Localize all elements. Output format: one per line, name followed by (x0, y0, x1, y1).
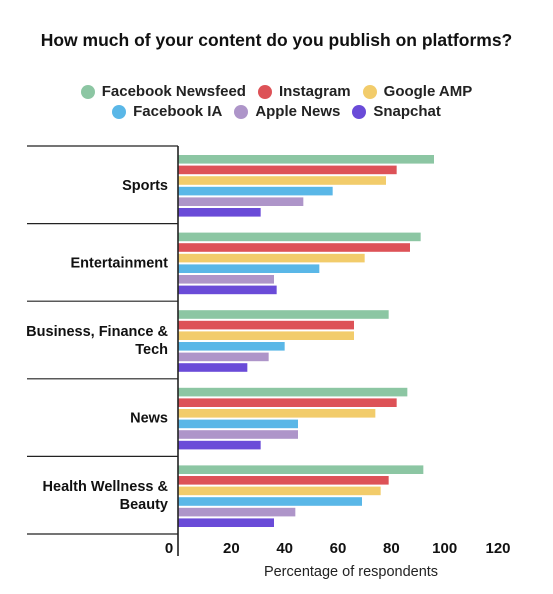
x-tick-label: 100 (432, 540, 457, 557)
legend-swatch (257, 84, 272, 99)
legend-label: Snapchat (373, 103, 441, 120)
legend-row-1: Facebook Newsfeed Instagram Google AMP (0, 83, 553, 100)
bar-facebook-newsfeed-health-wellness-beauty (178, 465, 424, 474)
category-label: Sports (122, 178, 168, 194)
bar-instagram-health-wellness-beauty (178, 476, 389, 485)
bar-facebook-ia-health-wellness-beauty (178, 497, 362, 506)
x-tick-label: 80 (383, 540, 400, 557)
bar-snapchat-business-finance-tech (178, 363, 248, 372)
legend-label: Facebook IA (133, 103, 223, 120)
bar-snapchat-entertainment (178, 285, 277, 295)
x-axis-title: Percentage of respondents (264, 564, 438, 580)
bar-facebook-ia-entertainment (178, 264, 320, 273)
bar-google-amp-sports (178, 176, 386, 185)
legend-row-2: Facebook IA Apple News Snapchat (0, 103, 553, 120)
bar-instagram-sports (178, 165, 397, 175)
bar-facebook-newsfeed-business-finance-tech (178, 310, 389, 319)
category-label: Business, Finance & Tech (26, 324, 168, 358)
legend-swatch (112, 104, 127, 119)
bar-facebook-ia-sports (178, 186, 333, 196)
bar-instagram-news (178, 398, 397, 407)
legend-item-google-amp: Google AMP (362, 83, 473, 100)
category-label: Entertainment (71, 255, 169, 271)
legend-item-facebook-ia: Facebook IA (112, 103, 222, 120)
bar-apple-news-sports (178, 197, 304, 206)
category-label: News (130, 411, 168, 427)
bar-facebook-newsfeed-sports (178, 155, 434, 164)
legend-label: Instagram (278, 83, 351, 100)
chart-title: How much of your content do you publish … (40, 30, 513, 50)
bar-facebook-ia-news (178, 419, 298, 429)
legend-label: Apple News (255, 103, 341, 120)
bar-apple-news-entertainment (178, 275, 274, 284)
legend-swatch (234, 104, 249, 119)
legend-item-instagram: Instagram (257, 83, 351, 100)
bar-facebook-newsfeed-news (178, 387, 408, 397)
x-tick-label: 20 (223, 540, 240, 557)
legend-swatch (352, 104, 367, 119)
legend-item-snapchat: Snapchat (352, 103, 441, 120)
bar-facebook-ia-business-finance-tech (178, 342, 285, 351)
bar-snapchat-health-wellness-beauty (178, 518, 274, 527)
legend-item-facebook-newsfeed: Facebook Newsfeed (80, 83, 246, 100)
x-tick-label: 40 (276, 540, 293, 557)
legend-swatch (80, 84, 95, 99)
bar-apple-news-health-wellness-beauty (178, 507, 296, 517)
bar-google-amp-news (178, 409, 376, 418)
bar-snapchat-news (178, 440, 261, 450)
category-label: Health Wellness & Beauty (43, 479, 169, 513)
bar-google-amp-health-wellness-beauty (178, 486, 381, 496)
bar-facebook-newsfeed-entertainment (178, 232, 421, 242)
legend-swatch (362, 84, 377, 99)
bar-apple-news-business-finance-tech (178, 352, 269, 362)
x-tick-label: 60 (330, 540, 347, 557)
legend-item-apple-news: Apple News (234, 103, 340, 120)
x-tick-label: 0 (165, 540, 173, 557)
bar-google-amp-business-finance-tech (178, 331, 354, 340)
bar-instagram-business-finance-tech (178, 320, 354, 330)
x-tick-label: 120 (485, 540, 510, 557)
legend-label: Google AMP (383, 83, 473, 100)
bar-apple-news-news (178, 430, 298, 439)
bar-instagram-entertainment (178, 243, 410, 252)
bar-google-amp-entertainment (178, 253, 365, 263)
bar-snapchat-sports (178, 208, 261, 217)
legend-label: Facebook Newsfeed (101, 83, 246, 100)
